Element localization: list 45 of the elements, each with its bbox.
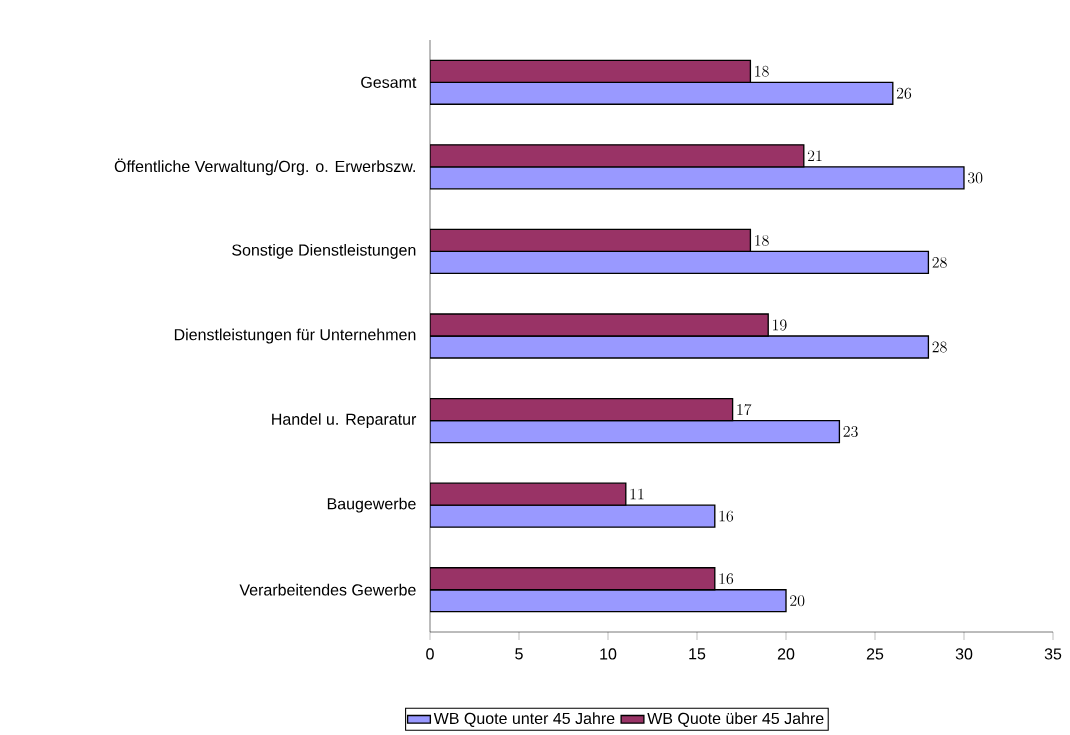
data-label: 18	[755, 65, 769, 77]
data-label: 17	[737, 403, 752, 416]
bar	[430, 589, 787, 613]
x-tick-label: 5	[515, 648, 523, 660]
bar	[430, 144, 805, 168]
y-tick-label: Gesamt	[361, 76, 417, 88]
legend-label: WB Quote unter 45 Jahre	[433, 712, 615, 727]
y-tick-label: Öffentliche Verwaltung/Org. o. Erwerbszw.	[114, 158, 415, 176]
bar	[430, 313, 769, 337]
y-tick-label: Baugewerbe	[327, 497, 416, 513]
data-label: 28	[932, 256, 947, 268]
bar	[430, 59, 752, 83]
bar	[430, 419, 841, 444]
legend-label: WB Quote über 45 Jahre	[647, 712, 824, 727]
bar	[430, 250, 930, 275]
data-label: 23	[843, 426, 858, 438]
y-tick-label: Dienstleistungen für Unternehmen	[174, 328, 416, 344]
bar	[430, 567, 716, 591]
x-tick-label: 35	[1044, 648, 1062, 660]
x-tick-label: 30	[955, 648, 973, 660]
data-label: 21	[807, 150, 822, 162]
bar	[430, 482, 627, 506]
data-label: 18	[755, 234, 769, 246]
x-tick-label: 0	[426, 648, 434, 660]
bar	[430, 166, 965, 190]
x-tick-label: 10	[600, 648, 617, 660]
x-tick-label: 15	[689, 648, 706, 660]
data-label: 19	[773, 319, 787, 331]
data-label: 30	[967, 172, 983, 184]
bar	[430, 335, 930, 359]
data-label: 28	[932, 341, 947, 353]
data-label: 11	[630, 488, 644, 500]
bar	[430, 228, 752, 253]
bar	[430, 397, 734, 422]
data-label: 26	[896, 87, 912, 99]
data-label: 16	[719, 573, 734, 585]
x-tick-label: 25	[866, 648, 884, 660]
y-tick-label: Verarbeitendes Gewerbe	[239, 583, 416, 596]
bar	[430, 504, 716, 528]
y-tick-label: Sonstige Dienstleistungen	[232, 243, 416, 259]
data-label: 20	[790, 595, 805, 607]
x-tick-label: 20	[777, 648, 795, 660]
data-label: 16	[719, 510, 734, 522]
y-tick-label: Handel u. Reparatur	[272, 413, 417, 429]
bar	[430, 81, 894, 105]
